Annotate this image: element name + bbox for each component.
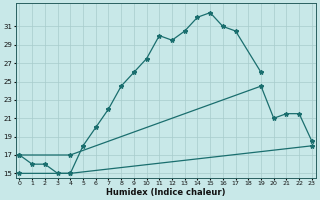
- X-axis label: Humidex (Indice chaleur): Humidex (Indice chaleur): [106, 188, 225, 197]
